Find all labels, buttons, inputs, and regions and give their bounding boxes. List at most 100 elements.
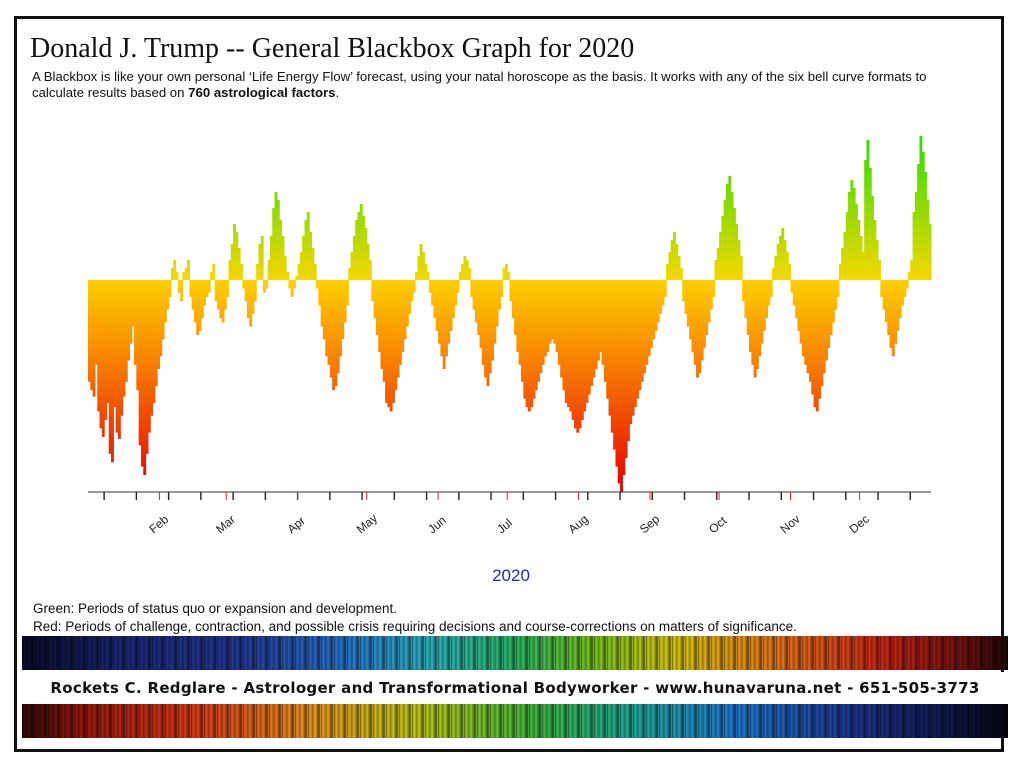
bar	[523, 280, 527, 399]
bar	[769, 280, 773, 297]
spectrum-streaks-bottom	[22, 704, 1008, 738]
bar	[184, 268, 188, 280]
bar	[723, 200, 727, 280]
bar	[129, 280, 133, 344]
bar	[537, 280, 541, 382]
bar	[175, 272, 179, 280]
bar	[392, 280, 395, 403]
bar	[426, 272, 430, 280]
bar	[882, 280, 886, 310]
bar	[398, 280, 402, 365]
bar	[152, 280, 156, 403]
chart-description: A Blackbox is like your own personal ‘Li…	[32, 69, 982, 101]
bar	[636, 280, 640, 399]
bar	[891, 280, 895, 357]
bar	[387, 280, 391, 408]
bar	[749, 280, 752, 353]
bar	[668, 252, 672, 280]
bar	[864, 160, 868, 280]
bar	[497, 280, 501, 310]
bar	[216, 280, 220, 310]
bar	[677, 256, 681, 280]
bar	[707, 280, 711, 323]
bar	[279, 220, 283, 280]
bar	[656, 280, 660, 323]
month-label: Jun	[425, 513, 449, 536]
bar	[486, 280, 490, 386]
bar	[827, 280, 831, 348]
bar	[871, 196, 875, 280]
bar	[638, 280, 642, 391]
bar	[244, 280, 248, 302]
bar	[783, 240, 787, 280]
bar	[108, 280, 112, 454]
bar	[776, 244, 780, 280]
bar	[746, 280, 750, 336]
bar	[684, 280, 688, 314]
bar	[896, 280, 900, 331]
description-end: .	[335, 85, 340, 100]
bar	[610, 280, 614, 433]
legend-green: Green: Periods of status quo or expansio…	[33, 601, 397, 616]
bar	[852, 188, 856, 280]
bar	[458, 272, 462, 280]
bar	[917, 164, 921, 280]
bar	[590, 280, 594, 386]
bar	[421, 252, 425, 280]
bar	[265, 280, 269, 289]
bar	[760, 280, 764, 344]
bar	[283, 256, 287, 280]
month-label: Aug	[566, 512, 591, 536]
bar	[544, 280, 547, 357]
bar	[193, 280, 197, 323]
bar	[861, 252, 865, 280]
bar	[274, 192, 278, 280]
bar	[820, 280, 824, 386]
bar	[857, 220, 861, 280]
bar	[88, 280, 91, 382]
x-axis-label: 2020	[492, 566, 530, 585]
bar	[101, 280, 105, 437]
bar	[792, 280, 796, 306]
bar	[652, 280, 656, 340]
bar	[233, 224, 237, 280]
bar	[212, 264, 216, 280]
legend-red: Red: Periods of challenge, contraction, …	[33, 619, 797, 634]
bar	[474, 280, 478, 323]
bar	[99, 280, 103, 429]
bar	[362, 216, 365, 280]
bar	[693, 280, 697, 365]
bar	[364, 228, 368, 280]
bar	[836, 280, 840, 297]
bar	[592, 280, 596, 378]
bar	[230, 244, 234, 280]
bar	[550, 280, 554, 340]
bar	[484, 280, 488, 378]
bar	[500, 280, 504, 297]
bar	[269, 236, 273, 280]
bar	[292, 280, 296, 289]
bar	[124, 280, 128, 382]
bar	[394, 280, 398, 391]
bar	[843, 232, 847, 280]
bar	[334, 280, 338, 386]
bar	[661, 280, 665, 306]
bar	[385, 280, 389, 403]
bar	[534, 280, 538, 391]
bar	[272, 208, 276, 280]
bar	[673, 232, 676, 280]
spectrum-band-bottom	[22, 704, 1008, 738]
bar	[555, 280, 559, 353]
bar	[689, 280, 693, 340]
description-text: A Blackbox is like your own personal ‘Li…	[32, 69, 927, 100]
bar	[829, 280, 833, 336]
bar	[263, 280, 266, 293]
month-label: Jul	[494, 516, 515, 537]
bar	[304, 220, 308, 280]
bar	[106, 280, 110, 403]
bar	[919, 136, 923, 280]
bar	[640, 280, 644, 382]
bar	[521, 280, 524, 382]
bar	[573, 280, 577, 429]
bar	[325, 280, 329, 357]
